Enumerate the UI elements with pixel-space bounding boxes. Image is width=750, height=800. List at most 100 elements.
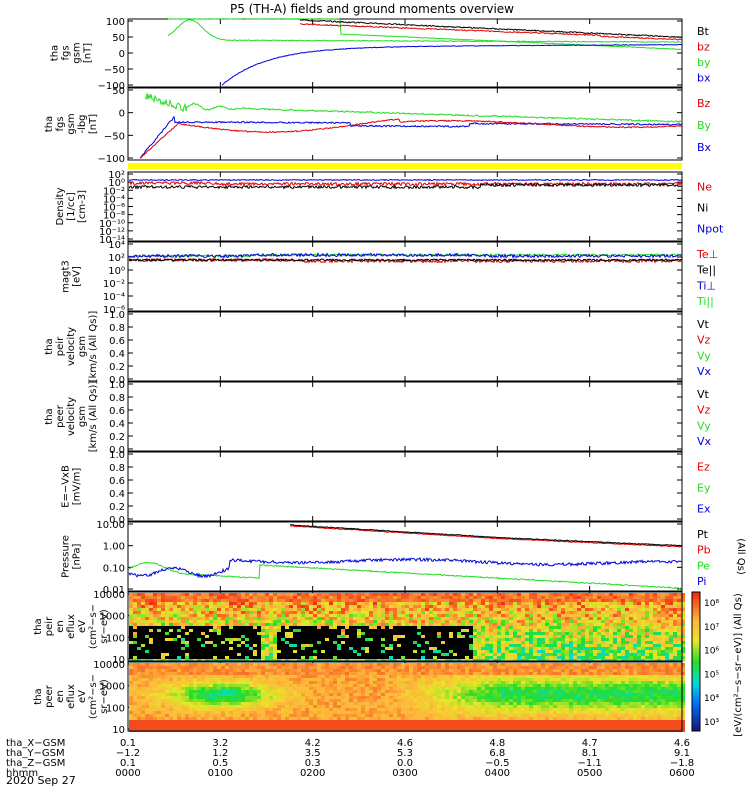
- y-tick-label: 10: [112, 655, 125, 666]
- y-tick-label: 0.6: [109, 406, 125, 417]
- y-axis-label: fgs: [55, 116, 66, 131]
- y-axis-label: [cm-3]: [77, 190, 88, 223]
- y-axis-label: eflux: [66, 684, 77, 709]
- y-axis-label: [km/s (All Qs)]: [88, 381, 99, 453]
- x-value: −1.2: [116, 748, 140, 759]
- y-axis-label: tha: [33, 688, 44, 704]
- y-tick-label: 50: [112, 33, 125, 44]
- legend-Ey: Ey: [697, 482, 711, 495]
- y-tick-label: 100: [106, 703, 125, 714]
- spectrogram-peer: [127, 661, 685, 732]
- y-axis-label: eV: [77, 690, 88, 703]
- panel-fgs: 100 50 0 −50 −100 tha fgs gsm [nT] Bt bz by bx: [50, 17, 711, 92]
- colorbar: 10⁸ 10⁷ 10⁶ 10⁵ 10⁴ 10³ [eV/(cm²−s−sr−eV)] (Al…: [691, 591, 744, 737]
- panel-peir_vel: 1.0 0.8 0.6 0.4 0.2 0.0 tha peir velocity gsm [km/…: [44, 310, 712, 386]
- y-tick-label: −100: [98, 81, 125, 92]
- y-axis-label: -lbg: [77, 114, 88, 133]
- series-Bx: [139, 115, 683, 159]
- y-tick-label: 10⁻⁴: [103, 194, 125, 205]
- y-axis-label: tha: [44, 408, 55, 424]
- y-tick-label: 10²: [108, 170, 125, 181]
- y-axis-label: sr−eV): [99, 609, 110, 644]
- y-tick-label: 0.8: [109, 323, 125, 334]
- y-axis-label: (cm²−s−: [88, 604, 99, 649]
- colorbar-tick-label: 10⁵: [704, 670, 719, 680]
- series-Ti-perp: [128, 252, 683, 259]
- colorbar-label: [eV/(cm²−s−sr−eV)] (All Qs): [733, 593, 744, 737]
- legend-Vx: Vx: [697, 365, 712, 378]
- legend-Pe: Pe: [697, 559, 710, 572]
- status-bar: [128, 163, 682, 169]
- x-value: 4.6: [674, 738, 690, 749]
- traces-fgs-lbg: [139, 93, 683, 159]
- y-tick-label: 10000: [93, 660, 125, 671]
- plot-frame: [127, 591, 683, 662]
- figure-title: P5 (TH-A) fields and ground moments over…: [230, 2, 514, 16]
- plot-frame: [127, 381, 683, 452]
- x-value: 3.2: [212, 738, 228, 749]
- y-tick-label: 10⁻⁴: [103, 292, 125, 303]
- y-tick-label: 10⁻²: [103, 279, 125, 290]
- y-axis-label: [mV/m]: [72, 468, 83, 506]
- y-axis-label: tha: [33, 618, 44, 634]
- x-value: −1.1: [578, 758, 602, 769]
- y-tick-label: 0.8: [109, 463, 125, 474]
- y-tick-label: 0.10: [103, 563, 125, 574]
- legend-Vt: Vt: [697, 318, 710, 331]
- y-tick-label: 10000: [93, 590, 125, 601]
- y-tick-label: 0.4: [109, 489, 125, 500]
- legend-Bz: Bz: [697, 97, 711, 110]
- y-axis-label: eV: [77, 620, 88, 633]
- x-value: 0600: [669, 768, 694, 779]
- y-tick-label: 1.0: [109, 450, 125, 461]
- y-axis-label: tha: [44, 338, 55, 354]
- colorbar-tick-label: 10⁸: [704, 599, 719, 609]
- series-Te||: [128, 257, 683, 262]
- y-tick-label: 10⁰: [108, 266, 125, 277]
- y-tick-label: 0.4: [109, 419, 125, 430]
- x-value: 0200: [300, 768, 325, 779]
- y-axis-label: [nT]: [88, 114, 99, 134]
- legend-Ti||: Ti||: [696, 295, 714, 308]
- y-axis-label: [km/s (All Qs)]: [88, 311, 99, 383]
- y-axis-label: en: [55, 620, 66, 633]
- colorbar-tick-label: 10⁴: [704, 694, 719, 704]
- x-value: 0.0: [397, 758, 413, 769]
- y-tick-label: 0.6: [109, 336, 125, 347]
- panel-temp: 10⁴ 10² 10⁰ 10⁻² 10⁻⁴ 10⁻⁶ magt3 [eV] Te⊥ Te|| Ti⊥…: [61, 240, 719, 316]
- legend-Vz: Vz: [697, 404, 711, 417]
- x-value: 1.2: [212, 748, 228, 759]
- y-tick-label: 10⁻¹⁰: [99, 219, 125, 230]
- legend-Vx: Vx: [697, 435, 712, 448]
- legend-Ti⊥: Ti⊥: [696, 279, 716, 292]
- x-value: 0500: [577, 768, 602, 779]
- legend-bz: bz: [697, 40, 710, 53]
- x-value: 8.1: [582, 748, 598, 759]
- panel-peer_vel: 1.0 0.8 0.6 0.4 0.2 0.0 tha peer velocity gsm [km/…: [44, 380, 712, 456]
- colorbar-tick-label: 10⁷: [704, 623, 719, 633]
- x-value: 0400: [485, 768, 510, 779]
- y-tick-label: 10⁻²: [103, 186, 125, 197]
- y-axis-label: magt3: [61, 260, 72, 293]
- y-tick-label: 0.2: [109, 362, 125, 373]
- series-Pb: [289, 525, 683, 548]
- y-axis-label: Density: [55, 187, 66, 225]
- y-axis-label: sr−eV): [99, 679, 110, 714]
- row-label: tha_X−GSM: [6, 738, 65, 749]
- y-axis-label: velocity: [66, 327, 77, 366]
- y-axis-label: tha: [50, 45, 61, 61]
- y-tick-label: 1000: [100, 612, 125, 623]
- legend-By: By: [697, 119, 712, 132]
- legend-Vt: Vt: [697, 388, 710, 401]
- y-tick-label: 1000: [100, 682, 125, 693]
- x-value: 0300: [392, 768, 417, 779]
- series-Pe: [128, 561, 683, 590]
- x-value: 9.1: [674, 748, 690, 759]
- series-by: [167, 19, 683, 43]
- series-bx: [221, 43, 683, 86]
- x-value: 4.8: [489, 738, 505, 749]
- legend-Pb: Pb: [697, 544, 711, 557]
- y-tick-label: 10: [112, 725, 125, 736]
- y-tick-label: 0.2: [109, 502, 125, 513]
